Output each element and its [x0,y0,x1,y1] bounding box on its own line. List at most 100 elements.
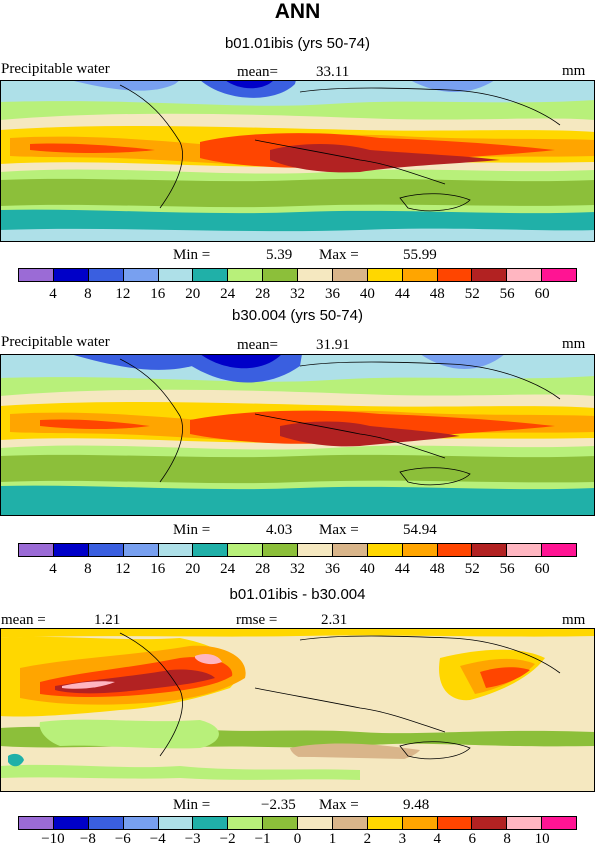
colorbar-swatch [542,269,576,281]
colorbar-tick-label: 6 [468,831,476,847]
panel2-title: b30.004 (yrs 50-74) [232,307,363,324]
panel1-max-label: Max = [319,247,359,263]
colorbar-swatch [367,817,403,829]
colorbar-swatch [402,544,438,556]
colorbar-tick-label: 40 [359,561,375,577]
colorbar-tick-label: 48 [429,286,445,302]
colorbar-tick-label: 12 [115,286,131,302]
panel2-min-value: 4.03 [266,522,293,538]
panel2-map [0,354,595,516]
colorbar-tick-label: 60 [534,286,550,302]
colorbar-tick-label: 36 [324,286,340,302]
colorbar-swatch [542,817,576,829]
colorbar-swatch [193,544,229,556]
colorbar-swatch [228,269,264,281]
colorbar-tick-label: 1 [328,831,337,847]
colorbar-tick-label: 40 [359,286,375,302]
panel1-min-label: Min = [173,247,211,263]
colorbar-swatch [437,269,473,281]
colorbar-swatch [402,817,438,829]
colorbar-swatch [263,817,298,829]
colorbar-tick-label: 36 [324,561,340,577]
colorbar-swatch [367,544,403,556]
colorbar-swatch [193,269,229,281]
colorbar-swatch [298,544,333,556]
colorbar-swatch [507,269,543,281]
panel3-units: mm [562,612,586,628]
colorbar-swatch [298,817,333,829]
colorbar-tick-label: 2 [363,831,372,847]
colorbar-tick-label: 4 [49,286,57,302]
colorbar-tick-label: 44 [394,286,410,302]
colorbar-swatch [263,544,298,556]
colorbar-tick-label: 0 [293,831,302,847]
colorbar-swatch [158,269,194,281]
panel3-colorbar [18,816,577,830]
colorbar-swatch [332,269,368,281]
colorbar-tick-label: 10 [534,831,550,847]
panel1-mean-label: mean= [237,64,278,80]
colorbar-swatch [367,269,403,281]
colorbar-tick-label: 8 [503,831,511,847]
colorbar-tick-label: 16 [150,286,166,302]
colorbar-tick-label: −6 [114,831,131,847]
panel1-colorbar [18,268,577,282]
colorbar-swatch [19,817,54,829]
colorbar-tick-label: −1 [254,831,271,847]
colorbar-swatch [88,817,124,829]
figure-title: ANN [274,0,321,23]
colorbar-tick-label: 60 [534,561,550,577]
colorbar-tick-label: 24 [220,286,236,302]
colorbar-tick-label: 4 [433,831,442,847]
colorbar-tick-label: 8 [84,561,92,577]
colorbar-swatch [158,544,194,556]
colorbar-tick-label: 3 [398,831,407,847]
panel1-map [0,80,595,242]
colorbar-tick-label: −8 [79,831,96,847]
colorbar-tick-label: 28 [255,561,271,577]
panel3-max-label: Max = [319,797,359,813]
panel2-max-label: Max = [319,522,359,538]
colorbar-swatch [123,817,159,829]
colorbar-tick-label: 44 [394,561,410,577]
colorbar-tick-label: 32 [290,561,305,577]
colorbar-swatch [53,817,89,829]
colorbar-swatch [402,269,438,281]
panel2-min-label: Min = [173,522,211,538]
panel3-map [0,628,595,792]
colorbar-tick-label: 8 [84,286,92,302]
panel3-rmse-value: 2.31 [321,612,348,628]
colorbar-tick-label: 20 [185,286,201,302]
panel3-rmse-label: rmse = [236,612,278,628]
colorbar-tick-label: 52 [464,286,480,302]
panel3-mean-value: 1.21 [94,612,121,628]
colorbar-swatch [19,269,54,281]
panel3-mean-label: mean = [1,612,46,628]
colorbar-swatch [263,269,298,281]
panel1-units: mm [562,63,586,79]
panel2-max-value: 54.94 [403,522,437,538]
panel1-max-value: 55.99 [403,247,437,263]
panel1-min-value: 5.39 [266,247,293,263]
colorbar-swatch [332,817,368,829]
colorbar-swatch [123,269,159,281]
colorbar-swatch [193,817,229,829]
panel2-mean-value: 31.91 [316,337,350,353]
colorbar-swatch [228,817,264,829]
colorbar-tick-label: 24 [220,561,236,577]
colorbar-swatch [507,817,543,829]
panel3-min-label: Min = [173,797,211,813]
colorbar-swatch [53,269,89,281]
colorbar-swatch [332,544,368,556]
colorbar-swatch [88,544,124,556]
colorbar-tick-label: −2 [219,831,236,847]
colorbar-tick-label: 4 [49,561,57,577]
panel3-max-value: 9.48 [403,797,430,813]
colorbar-swatch [507,544,543,556]
colorbar-swatch [472,817,508,829]
colorbar-swatch [228,544,264,556]
panel2-variable-label: Precipitable water [1,334,110,350]
colorbar-tick-label: 28 [255,286,271,302]
panel2-colorbar [18,543,577,557]
colorbar-tick-label: 32 [290,286,305,302]
